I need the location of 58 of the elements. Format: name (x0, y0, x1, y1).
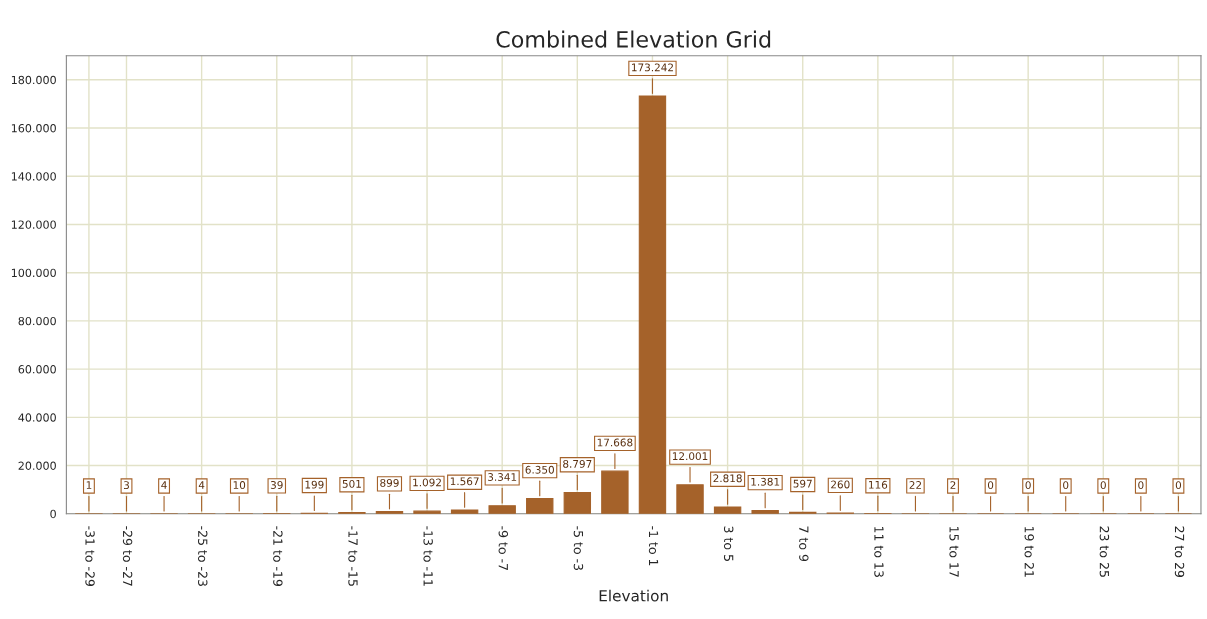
data-label: 1.092 (413, 478, 441, 487)
data-label: 2 (950, 481, 956, 489)
data-label: 0 (1025, 481, 1031, 490)
x-tick-label: 19 to 21 (1024, 526, 1034, 577)
x-tick-label: -13 to -11 (423, 526, 433, 586)
data-label: 260 (831, 480, 850, 489)
x-tick-label: 3 to 5 (723, 526, 734, 561)
data-label: 0 (987, 481, 994, 490)
data-label: 3.341 (488, 473, 517, 481)
y-tick-label: 40.000 (18, 413, 56, 422)
data-label: 10 (233, 481, 246, 489)
data-label: 8.797 (563, 459, 592, 468)
data-label: 0 (1138, 481, 1144, 490)
data-label: 0 (1100, 481, 1106, 490)
y-tick-label: 140.000 (11, 172, 56, 181)
data-label: 1 (86, 481, 92, 489)
data-label: 1.381 (751, 477, 780, 486)
data-label: 1.567 (450, 477, 479, 486)
x-tick-label: -5 to -3 (573, 526, 584, 570)
x-tick-label: -9 to -7 (498, 526, 509, 570)
data-label: 3 (123, 481, 129, 490)
data-label: 501 (342, 479, 361, 488)
data-label: 17.668 (597, 438, 633, 447)
x-tick-label: -17 to -15 (348, 526, 358, 586)
data-label: 12.001 (672, 452, 708, 461)
x-axis-title: Elevation (599, 589, 668, 602)
data-label: 173.242 (632, 63, 673, 72)
y-tick-label: 0 (50, 509, 56, 519)
y-tick-label: 120.000 (11, 220, 56, 229)
data-label: 0 (1063, 481, 1069, 490)
data-label: 4 (161, 481, 167, 489)
data-label: 199 (305, 480, 324, 489)
y-tick-label: 100.000 (11, 268, 56, 278)
y-tick-label: 60.000 (18, 365, 56, 374)
x-tick-label: 27 to 29 (1174, 526, 1185, 577)
x-tick-label: 23 to 25 (1099, 526, 1110, 577)
data-label: 22 (909, 481, 922, 489)
x-tick-label: 11 to 13 (874, 526, 884, 577)
data-label: 597 (793, 479, 812, 488)
data-label: 899 (380, 478, 399, 487)
x-tick-label: -21 to -19 (273, 526, 283, 587)
x-tick-label: 7 to 9 (799, 526, 809, 562)
data-label: 39 (270, 481, 283, 489)
y-tick-label: 160.000 (11, 124, 56, 133)
x-tick-label: -25 to -23 (198, 526, 208, 586)
data-label: 0 (1175, 481, 1182, 490)
data-label: 4 (198, 481, 205, 489)
data-label: 2.818 (713, 474, 742, 483)
data-label: 6.350 (525, 465, 554, 474)
x-tick-label: -1 to 1 (648, 526, 659, 566)
y-tick-label: 180.000 (11, 75, 56, 85)
chart-title: Combined Elevation Grid (496, 30, 771, 48)
x-tick-label: 15 to 17 (949, 526, 959, 577)
x-tick-label: -31 to -29 (85, 526, 95, 587)
y-tick-label: 80.000 (18, 316, 56, 326)
data-label: 116 (869, 480, 888, 489)
x-tick-label: -29 to -27 (122, 526, 133, 586)
y-tick-label: 20.000 (18, 461, 56, 470)
